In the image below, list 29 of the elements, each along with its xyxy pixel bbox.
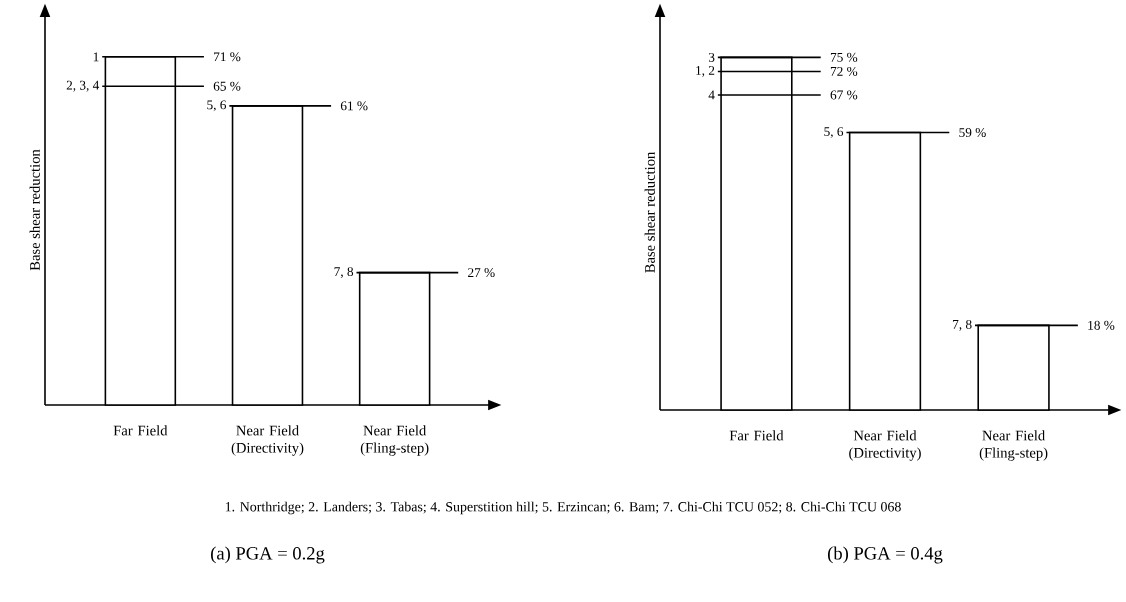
annotation: 7, 8 bbox=[334, 267, 354, 279]
ref-line-label: 72 % bbox=[830, 66, 858, 76]
annotation: 7, 8 bbox=[953, 319, 972, 331]
y-axis-title: Base shear reduction bbox=[29, 149, 40, 271]
data-label: 75 % bbox=[830, 52, 858, 62]
annotation: 1, 2 bbox=[696, 66, 715, 77]
x-tick-label: Far Field bbox=[113, 425, 168, 436]
data-label: 71 % bbox=[214, 52, 241, 62]
annotation: 4 bbox=[708, 90, 715, 100]
text: (b) PGA = 0.4g bbox=[827, 546, 943, 564]
ref-line-label: 65 % bbox=[213, 81, 241, 91]
x-tick-label: Near Field (Fling-step) bbox=[360, 425, 429, 456]
annotation: 5, 6 bbox=[207, 100, 227, 112]
x-tick-label: Near Field (Fling-step) bbox=[979, 430, 1048, 461]
data-label: 27 % bbox=[468, 268, 495, 278]
ref-line-label: 67 % bbox=[830, 90, 858, 100]
annotation: 3 bbox=[708, 52, 715, 62]
annotation: 5, 6 bbox=[824, 127, 844, 138]
x-tick-label: Far Field bbox=[729, 430, 784, 441]
y-axis-title: Base shear reduction bbox=[644, 151, 655, 273]
text: (a) PGA = 0.2g bbox=[211, 546, 325, 564]
data-label: 59 % bbox=[959, 128, 986, 138]
annotation: 1 bbox=[93, 52, 99, 62]
x-tick-label: Near Field (Directivity) bbox=[849, 430, 921, 461]
x-tick-label: Near Field (Directivity) bbox=[231, 425, 304, 456]
annotation: 2, 3, 4 bbox=[66, 80, 100, 92]
data-label: 61 % bbox=[340, 101, 368, 111]
text: 1. Northridge; 2. Landers; 3. Tabas; 4. Superstition hill; 5. Erzincan; 6. Bam; 7. Chi-Chi TCU 052; 8. Chi-Chi TCU 068 bbox=[225, 501, 901, 515]
data-label: 18 % bbox=[1088, 320, 1115, 330]
